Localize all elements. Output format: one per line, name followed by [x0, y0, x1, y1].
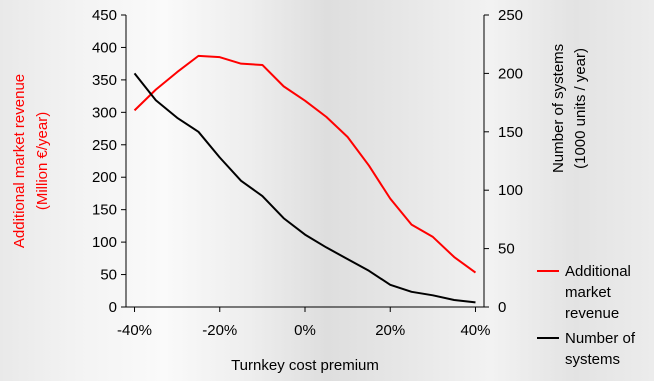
x-axis-tick-label: 20%: [375, 322, 405, 339]
right-axis-tick-label: 250: [498, 7, 523, 24]
data-point-revenue: [368, 165, 370, 167]
x-axis-tick-label: 0%: [294, 322, 316, 339]
right-axis-title-line1: Number of systems: [550, 44, 567, 173]
legend-label-revenue: market: [565, 284, 612, 301]
data-point-systems: [411, 291, 413, 293]
data-point-systems: [368, 270, 370, 272]
legend-label-systems: Number of: [565, 330, 636, 347]
series-line-number-of-systems: [133, 72, 476, 304]
data-point-systems: [240, 180, 242, 182]
data-point-systems: [155, 99, 157, 101]
data-point-revenue: [134, 109, 136, 111]
left-axis-tick-label: 200: [92, 169, 117, 186]
right-axis-tick-label: 200: [498, 65, 523, 82]
left-axis-tick-label: 150: [92, 202, 117, 219]
data-point-revenue: [325, 116, 327, 118]
data-point-revenue: [304, 100, 306, 102]
legend-label-revenue: Additional: [565, 263, 631, 280]
left-axis-title-line1: Additional market revenue: [11, 74, 28, 248]
data-point-revenue: [453, 256, 455, 258]
left-axis-tick-label: 100: [92, 234, 117, 251]
legend-label-revenue: revenue: [565, 305, 619, 322]
data-point-systems: [261, 195, 263, 197]
data-point-revenue: [219, 56, 221, 58]
data-point-systems: [432, 294, 434, 296]
data-point-revenue: [389, 198, 391, 200]
left-axis-tick-label: 250: [92, 137, 117, 154]
data-point-revenue: [432, 236, 434, 238]
x-axis-tick-label: -40%: [117, 322, 152, 339]
data-point-revenue: [347, 136, 349, 138]
x-axis-title: Turnkey cost premium: [231, 357, 379, 374]
data-point-revenue: [176, 71, 178, 73]
data-point-systems: [474, 301, 476, 303]
right-axis-tick-label: 0: [498, 299, 506, 316]
series-line-additional-market-revenue: [133, 54, 477, 274]
left-axis-tick-label: 0: [109, 299, 117, 316]
left-axis-title-line2: (Million €/year): [34, 112, 51, 210]
right-axis-tick-label: 100: [498, 182, 523, 199]
left-axis-tick-label: 300: [92, 104, 117, 121]
data-point-revenue: [283, 85, 285, 87]
left-axis-tick-label: 400: [92, 39, 117, 56]
data-point-systems: [197, 131, 199, 133]
data-point-revenue: [411, 224, 413, 226]
data-point-revenue: [240, 63, 242, 65]
left-axis-tick-label: 50: [100, 267, 117, 284]
data-point-revenue: [155, 89, 157, 91]
left-axis-tick-label: 450: [92, 7, 117, 24]
legend-label-systems: systems: [565, 351, 620, 368]
data-point-systems: [134, 72, 136, 74]
right-axis-tick-label: 50: [498, 241, 515, 258]
x-axis-tick-label: -20%: [202, 322, 237, 339]
data-point-systems: [304, 234, 306, 236]
right-axis-tick-label: 150: [498, 124, 523, 141]
data-point-systems: [176, 117, 178, 119]
data-point-revenue: [474, 272, 476, 274]
x-axis-tick-label: 40%: [460, 322, 490, 339]
data-point-systems: [283, 217, 285, 219]
data-point-revenue: [197, 55, 199, 57]
right-axis-title-line2: (1000 units / year): [572, 48, 589, 169]
data-point-systems: [325, 246, 327, 248]
left-axis-tick-label: 350: [92, 72, 117, 89]
data-point-revenue: [261, 64, 263, 66]
data-point-systems: [389, 284, 391, 286]
data-point-systems: [453, 299, 455, 301]
data-point-systems: [347, 258, 349, 260]
data-point-systems: [219, 156, 221, 158]
